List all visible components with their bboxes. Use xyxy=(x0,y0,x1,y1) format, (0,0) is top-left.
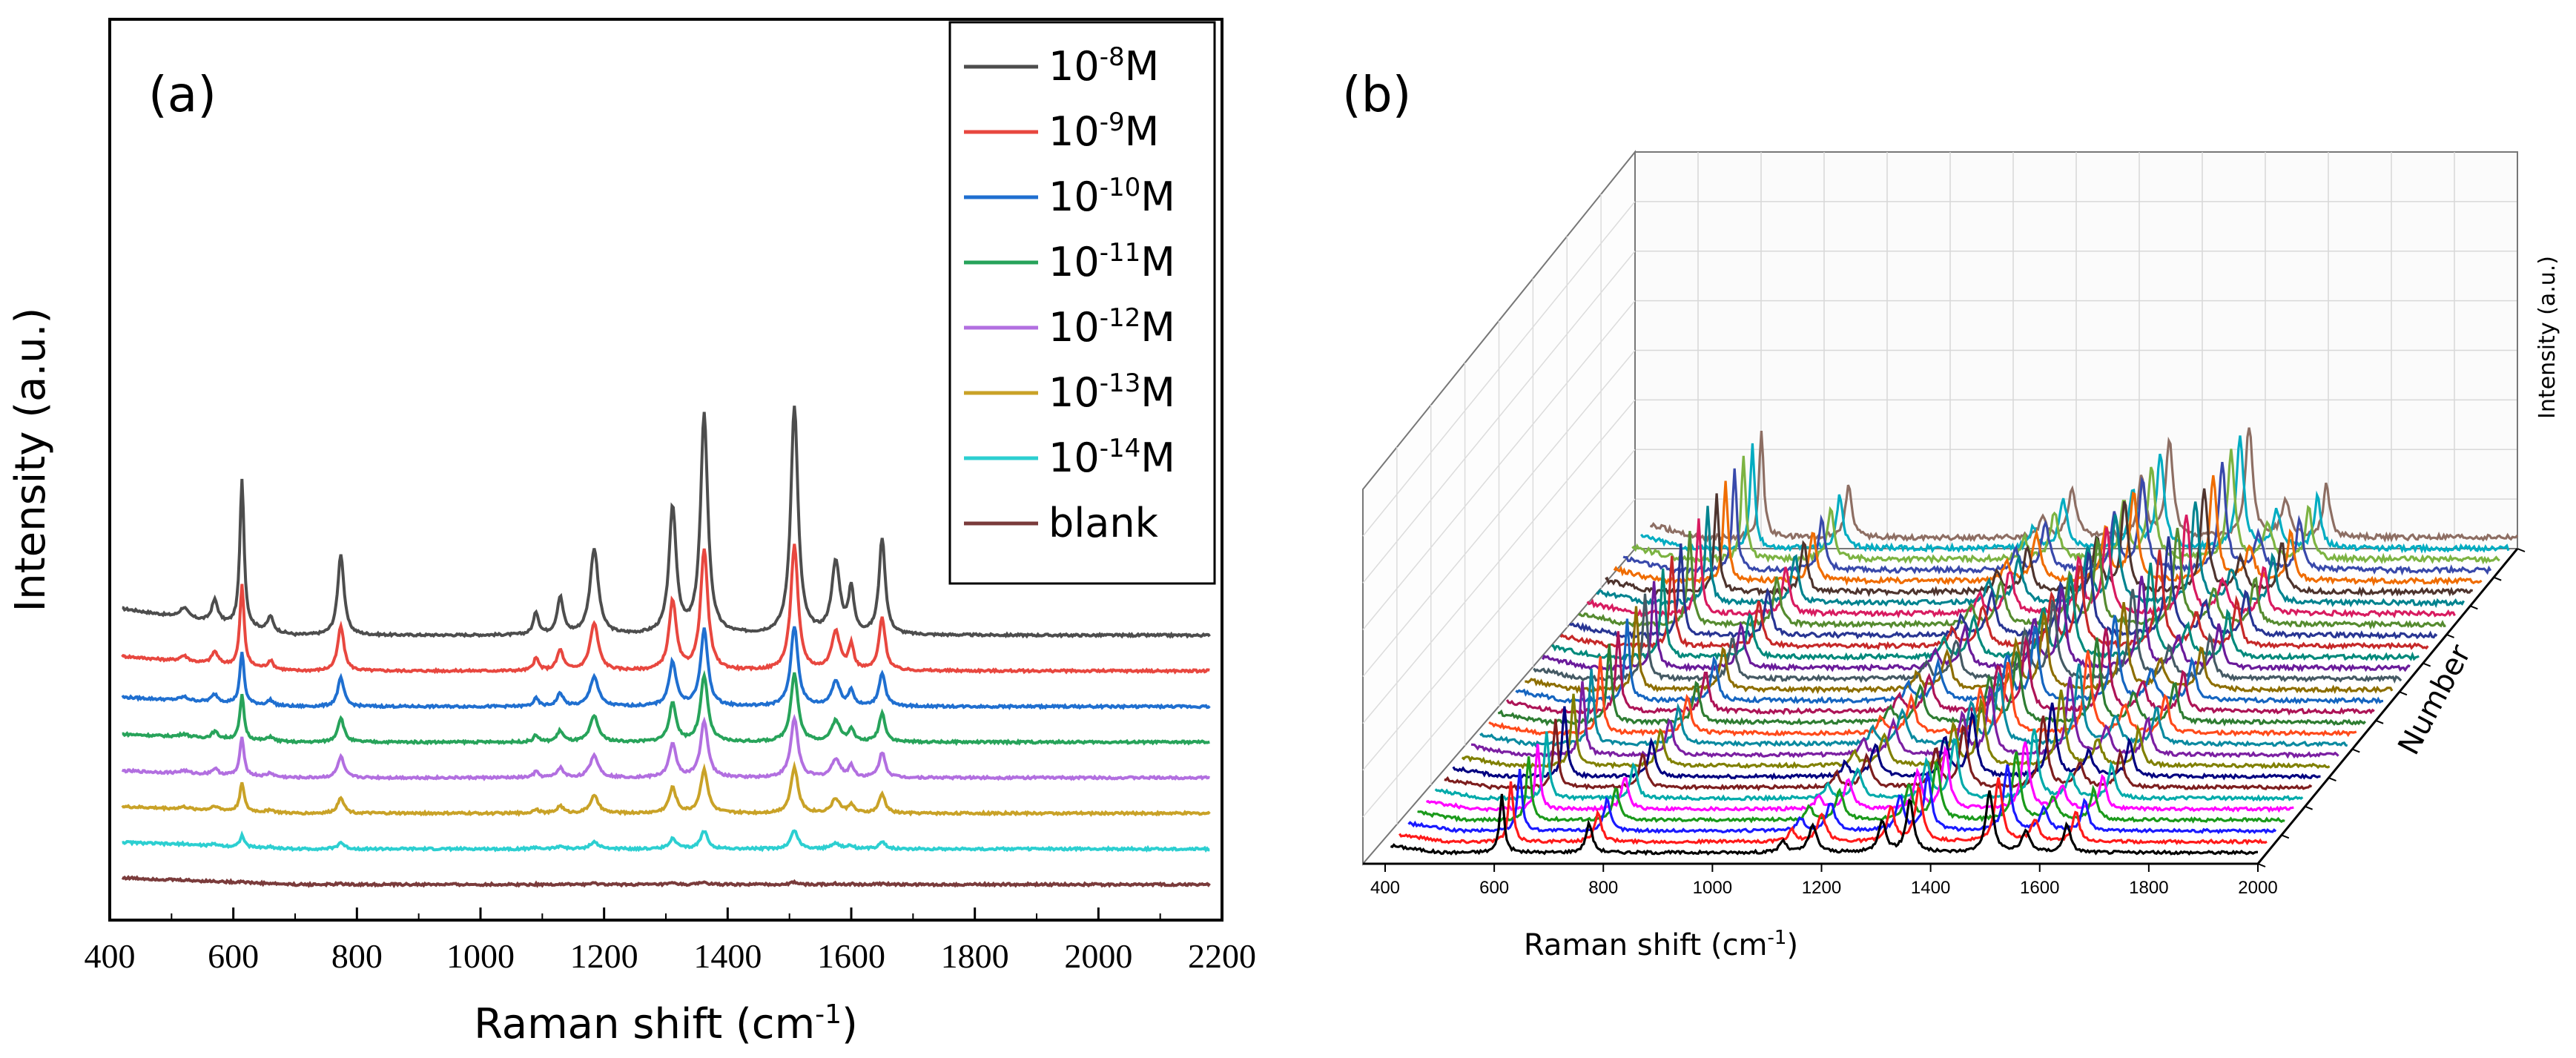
waterfall-spectrum xyxy=(1640,435,2510,554)
panel-a-x-title-sup: -1 xyxy=(815,999,842,1030)
waterfall-spectrum xyxy=(1605,488,2474,598)
x-tick-label: 1200 xyxy=(570,937,638,975)
panel-a-y-axis-title: Intensity (a.u.) xyxy=(7,308,55,612)
waterfall-spectrum xyxy=(1586,515,2456,618)
series-line xyxy=(121,761,1211,818)
waterfall-spectrum xyxy=(1488,650,2357,738)
waterfall-spectrum xyxy=(1542,575,2411,672)
waterfall-spectrum xyxy=(1452,702,2321,781)
series-line xyxy=(121,713,1211,781)
x-tick-label: 1600 xyxy=(2020,878,2059,898)
legend-entry: 10-12M xyxy=(1048,303,1175,351)
panel-b-x-title-end: ) xyxy=(1786,928,1798,962)
legend-box xyxy=(948,21,1216,585)
legend-entry: 10-11M xyxy=(1048,238,1175,285)
series-line xyxy=(121,626,1211,710)
legend-entry: 10-9M xyxy=(1048,108,1159,155)
x-tick-label: 1000 xyxy=(446,937,515,975)
series-line xyxy=(122,829,1210,853)
panel-a-x-title-end: ) xyxy=(842,1000,858,1048)
legend-entry: 10-8M xyxy=(1048,42,1159,90)
y-tick-mark xyxy=(2469,605,2478,610)
y-tick-mark xyxy=(2446,633,2454,638)
y-tick-mark xyxy=(2399,691,2408,696)
panel-b-series-group xyxy=(1390,427,2519,856)
x-tick-label: 2200 xyxy=(1188,937,1256,975)
waterfall-spectrum xyxy=(1470,676,2339,759)
x-tick-label: 1600 xyxy=(817,937,885,975)
x-tick-label: 2000 xyxy=(1064,937,1132,975)
waterfall-spectrum xyxy=(1498,637,2366,727)
series-line xyxy=(121,875,1211,888)
x-tick-label: 600 xyxy=(208,937,259,975)
waterfall-spectrum xyxy=(1622,461,2492,576)
panel-a-label: (a) xyxy=(148,66,217,123)
x-tick-label: 400 xyxy=(1370,878,1400,898)
legend-entry: 10-14M xyxy=(1048,434,1175,481)
panel-b-3d-frame xyxy=(1362,150,2519,866)
waterfall-spectrum xyxy=(1631,449,2500,565)
y-tick-mark xyxy=(2328,777,2336,782)
waterfall-spectrum xyxy=(1515,615,2384,705)
panel-a-legend: 10-8M 10-9M 10-10M 10-11M 10-12M 10-13M 10-14M… xyxy=(948,21,1216,585)
waterfall-spectrum xyxy=(1533,589,2402,684)
waterfall-spectrum xyxy=(1505,628,2375,716)
waterfall-spectrum xyxy=(1559,549,2429,651)
waterfall-spectrum xyxy=(1649,427,2519,543)
waterfall-spectrum xyxy=(1578,527,2446,630)
y-tick-mark xyxy=(2493,576,2502,581)
waterfall-spectrum xyxy=(1479,663,2348,748)
x-tick-label: 1400 xyxy=(1911,878,1950,898)
panel-b-z-axis-title: Intensity (a.u.) xyxy=(2534,256,2560,419)
panel-a-chart: (a) 400 600 800 1000 1200 1400 1600 1800 2000 220… xyxy=(7,18,1256,1049)
waterfall-spectrum xyxy=(1444,715,2313,792)
legend-entry: blank xyxy=(1048,500,1159,546)
x-tick-label: 2000 xyxy=(2238,878,2277,898)
y-tick-mark xyxy=(2351,748,2360,753)
waterfall-spectrum xyxy=(1390,790,2259,856)
x-tick-label: 1200 xyxy=(1802,878,1841,898)
panel-a-x-title-main: Raman shift (cm xyxy=(474,1000,815,1048)
panel-b-x-axis-title: Raman shift (cm-1) xyxy=(1524,927,1798,962)
waterfall-spectrum xyxy=(1551,562,2420,661)
y-tick-mark xyxy=(2257,863,2266,867)
y-tick-mark xyxy=(2305,805,2314,810)
waterfall-spectrum xyxy=(1525,601,2394,695)
legend-entry: 10-13M xyxy=(1048,368,1175,416)
waterfall-spectrum xyxy=(1613,475,2483,586)
x-tick-label: 400 xyxy=(85,937,136,975)
legend-entry: 10-10M xyxy=(1048,173,1175,220)
panel-a-x-axis-title: Raman shift (cm-1) xyxy=(474,999,858,1049)
panel-a-series-group xyxy=(121,406,1211,888)
series-line xyxy=(122,669,1210,747)
panel-b-x-axis: 400 600 800 1000 1200 1400 1600 1800 2000 xyxy=(1370,548,2526,898)
waterfall-spectrum xyxy=(1596,501,2466,609)
x-tick-label: 1800 xyxy=(941,937,1009,975)
panel-a-x-axis: 400 600 800 1000 1200 1400 1600 1800 2000 2200 xyxy=(85,907,1256,975)
series-line xyxy=(121,543,1210,675)
panel-b-x-title-sup: -1 xyxy=(1768,927,1787,949)
waterfall-spectrum xyxy=(1461,690,2331,770)
x-tick-label: 800 xyxy=(1588,878,1618,898)
waterfall-spectrum xyxy=(1568,536,2438,640)
waterfall-spectrum xyxy=(1417,751,2285,824)
x-tick-label: 1400 xyxy=(693,937,762,975)
panel-b-chart: (b) 400 600 800 1000 1200 1400 1600 1800 2000 Ra… xyxy=(1342,66,2560,962)
y-tick-mark xyxy=(2423,662,2431,667)
x-tick-label: 1000 xyxy=(1693,878,1732,898)
panel-b-label: (b) xyxy=(1342,66,1411,123)
y-tick-mark xyxy=(2281,834,2290,839)
x-tick-label: 800 xyxy=(331,937,383,975)
series-line xyxy=(122,406,1211,639)
y-tick-mark xyxy=(2517,548,2526,552)
waterfall-spectrum xyxy=(1407,764,2277,835)
waterfall-spectrum xyxy=(1434,728,2304,802)
y-tick-mark xyxy=(2375,719,2384,724)
panel-b-x-title-main: Raman shift (cm xyxy=(1524,928,1768,962)
waterfall-spectrum xyxy=(1425,741,2294,813)
waterfall-spectrum xyxy=(1398,777,2268,846)
x-tick-label: 1800 xyxy=(2129,878,2168,898)
x-tick-label: 600 xyxy=(1479,878,1509,898)
